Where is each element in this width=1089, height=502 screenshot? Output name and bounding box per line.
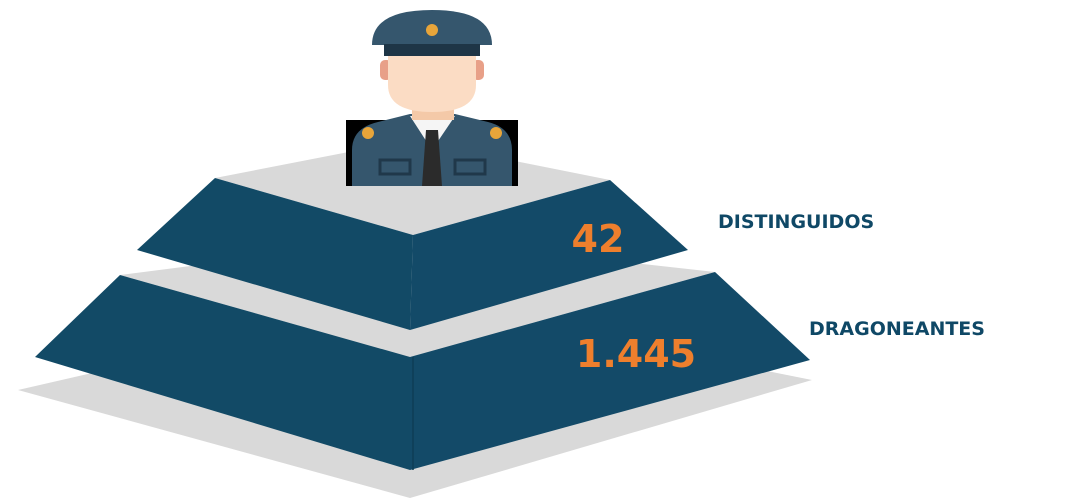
tier-value: 1.445 (576, 332, 696, 376)
tier-label: DISTINGUIDOS (718, 211, 874, 233)
tier-label: DRAGONEANTES (809, 318, 985, 340)
tier-value: 42 (572, 217, 625, 261)
pyramid-diagram: 42 1.445 DISTINGUIDOS DRAGONEANTES (0, 0, 1089, 502)
page: 42 1.445 DISTINGUIDOS DRAGONEANTES (() =… (0, 0, 1089, 502)
officer-icon (346, 10, 518, 186)
